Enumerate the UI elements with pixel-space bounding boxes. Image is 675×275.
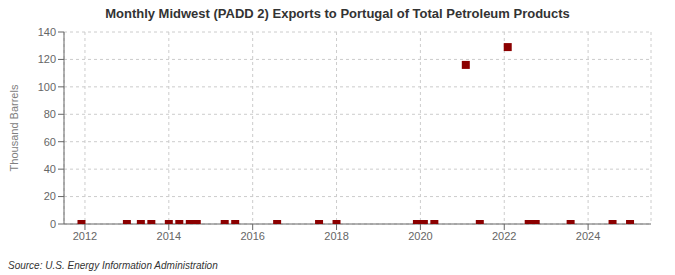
svg-text:Thousand Barrels: Thousand Barrels [8,84,20,171]
svg-text:40: 40 [44,163,56,175]
svg-text:100: 100 [38,81,56,93]
svg-text:0: 0 [50,218,56,230]
svg-text:20: 20 [44,190,56,202]
svg-text:80: 80 [44,108,56,120]
svg-text:2020: 2020 [408,230,432,242]
svg-text:2014: 2014 [157,230,181,242]
svg-text:60: 60 [44,136,56,148]
svg-text:140: 140 [38,26,56,38]
html-text:Source: U.S. Energy Informatio: Source: U.S. Energy Information Administ… [8,260,218,271]
svg-text:2024: 2024 [576,230,600,242]
svg-text:2022: 2022 [492,230,516,242]
svg-text:120: 120 [38,53,56,65]
svg-text:2016: 2016 [240,230,264,242]
svg-text:2012: 2012 [73,230,97,242]
svg-text:2018: 2018 [324,230,348,242]
html-text:Monthly Midwest (PADD 2) Expor: Monthly Midwest (PADD 2) Exports to Port… [105,6,570,21]
